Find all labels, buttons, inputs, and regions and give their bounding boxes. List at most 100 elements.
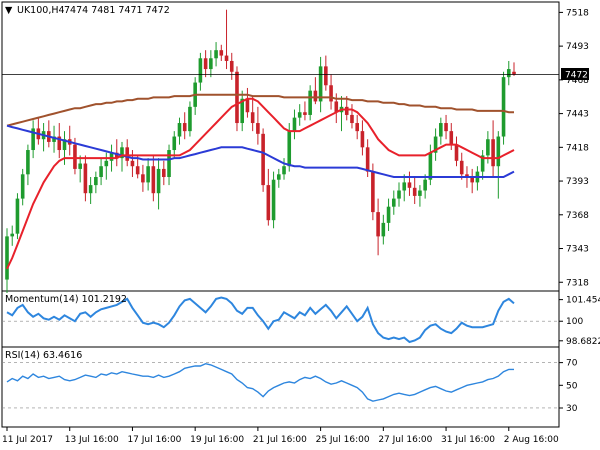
candle-body (486, 139, 490, 156)
candle-body (104, 160, 109, 167)
current-price-badge (561, 68, 589, 80)
candle-body (391, 198, 396, 207)
candle-body (146, 166, 150, 183)
candle-body (371, 171, 375, 213)
candle-body (219, 50, 224, 56)
candle-body (57, 136, 62, 151)
candle-body (271, 179, 276, 221)
candle-body (318, 66, 323, 102)
candle-body (287, 131, 292, 167)
candle-body (365, 147, 370, 172)
momentum-line (6, 296, 515, 344)
time-tick-label: 31 Jul 16:00 (441, 435, 495, 445)
candle-body (423, 179, 427, 191)
price-tick-label: 7443 (566, 110, 589, 120)
price-tick-label: 7343 (566, 245, 589, 255)
moving-averages (6, 93, 515, 270)
candle-body (214, 50, 218, 59)
candle-body (459, 160, 464, 175)
candle-body (73, 144, 77, 169)
candle-body (130, 160, 135, 167)
price-tick-label: 7368 (566, 211, 589, 221)
candle-body (141, 174, 145, 183)
candle-body (444, 123, 448, 132)
candle-body (52, 136, 56, 142)
candle-body (350, 114, 354, 124)
candle-body (256, 123, 260, 134)
candle-body (261, 133, 265, 186)
time-tick-label: 27 Jul 16:00 (378, 435, 432, 445)
candle-body (78, 163, 82, 169)
momentum-title: Momentum(14) 101.2192 (5, 294, 127, 305)
candle-body (182, 123, 187, 132)
rsi-title: RSI(14) 63.4616 (5, 350, 82, 361)
candle-body (125, 147, 130, 161)
sma-blue-line (6, 124, 515, 178)
candle-body (397, 190, 401, 199)
candle-body (376, 212, 380, 237)
candle-body (282, 166, 286, 175)
candle-body (381, 222, 386, 237)
candle-body (198, 58, 203, 83)
candle-body (418, 190, 422, 196)
candle-body (334, 101, 339, 113)
momentum-tick-label: 98.6822 (566, 337, 600, 347)
candle-body (480, 155, 485, 172)
time-tick-label: 13 Jul 16:00 (65, 435, 119, 445)
sma-red-line (6, 97, 515, 270)
candle-body (177, 123, 182, 137)
momentum-indicator: 101.4548 100 98.6822 (2, 296, 600, 347)
candle-body (83, 163, 88, 194)
candle-body (465, 174, 469, 178)
candle-body (120, 147, 124, 159)
dropdown-triangle-icon[interactable]: ▼ (5, 5, 13, 16)
candle-body (449, 131, 454, 145)
price-tick-label: 7418 (566, 143, 589, 153)
time-tick-label: 17 Jul 16:00 (127, 435, 181, 445)
candle-body (439, 123, 443, 137)
candle-body (10, 233, 15, 237)
time-tick-label: 25 Jul 16:00 (316, 435, 370, 445)
candle-body (209, 58, 213, 70)
candle-body (428, 152, 433, 180)
candle-body (5, 236, 9, 280)
candle-body (15, 198, 20, 234)
candle-body (491, 139, 495, 167)
candle-body (292, 117, 297, 132)
candle-body (355, 123, 359, 132)
candle-body (99, 166, 103, 178)
time-tick-label: 21 Jul 16:00 (253, 435, 307, 445)
candle-body (344, 106, 349, 115)
candle-body (188, 106, 192, 132)
candle-body (360, 131, 365, 148)
candle-body (501, 77, 506, 137)
candle-body (433, 136, 438, 153)
price-tick-label: 7493 (566, 42, 589, 52)
time-tick-label: 19 Jul 16:00 (190, 435, 244, 445)
candle-body (512, 71, 516, 75)
ohlc-readout: 7474 7481 7471 7472 (64, 5, 170, 16)
price-tick-label: 7318 (566, 278, 589, 288)
price-tick-label: 7468 (566, 76, 589, 86)
candle-body (162, 168, 166, 178)
candle-body (470, 177, 474, 183)
candle-body (31, 128, 35, 151)
candle-body (266, 185, 271, 221)
price-tick-label: 7518 (566, 8, 589, 18)
candle-body (454, 144, 459, 161)
candle-body (402, 182, 407, 191)
time-tick-label: 2 Aug 16:00 (504, 435, 559, 445)
candle-body (303, 112, 307, 115)
candle-body (496, 136, 501, 167)
candle-body (20, 174, 25, 199)
candle-body (324, 66, 328, 86)
time-axis: 11 Jul 2017 13 Jul 16:00 17 Jul 16:00 19 Ju… (2, 427, 559, 445)
candle-body (203, 58, 208, 70)
candle-body (156, 168, 161, 194)
candle-body (407, 182, 412, 188)
rsi-indicator: 70 50 30 (2, 359, 578, 414)
time-tick-label: 11 Jul 2017 (2, 435, 53, 445)
candle-body (313, 90, 318, 102)
candle-body (172, 136, 177, 151)
